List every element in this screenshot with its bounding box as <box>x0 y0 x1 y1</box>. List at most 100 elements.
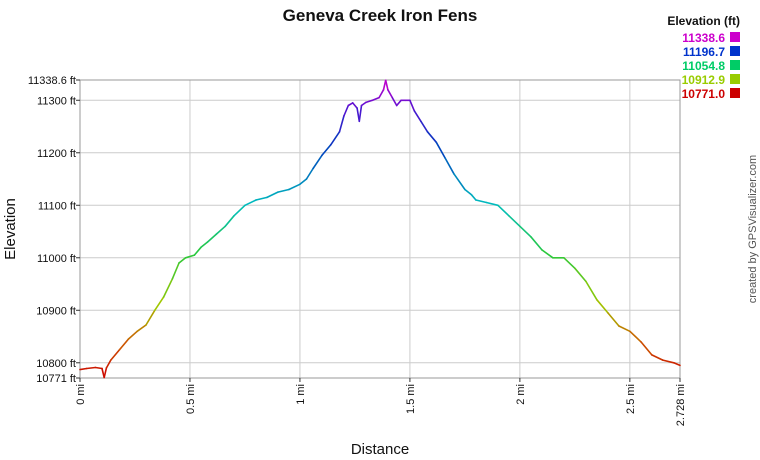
elevation-segment <box>312 154 323 170</box>
elevation-segment <box>413 110 422 123</box>
y-axis-label: Elevation <box>2 198 19 260</box>
legend-entry-label: 10912.9 <box>682 73 726 87</box>
elevation-segment <box>650 354 664 361</box>
x-tick-label: 0 mi <box>75 384 87 405</box>
elevation-segment <box>171 262 180 280</box>
elevation-segment <box>266 191 279 199</box>
x-tick-label: 2.728 mi <box>675 384 687 426</box>
elevation-series-line <box>79 79 681 379</box>
grid <box>79 79 681 379</box>
x-axis-ticks: 0 mi 0.5 mi 1 mi 1.5 mi 2 mi 2.5 mi 2.728 mi <box>75 378 687 426</box>
chart-title: Geneva Creek Iron Fens <box>283 6 478 25</box>
elevation-segment <box>178 256 187 264</box>
elevation-segment <box>661 359 675 364</box>
elevation-segment <box>378 89 385 99</box>
y-tick-label: 11100 ft <box>38 200 76 212</box>
elevation-segment <box>497 204 510 217</box>
y-tick-label: 11200 ft <box>37 148 76 160</box>
elevation-segment <box>305 167 314 180</box>
elevation-segment <box>94 366 103 370</box>
elevation-segment <box>384 79 389 91</box>
y-tick-label: 10800 ft <box>36 358 76 370</box>
elevation-segment <box>321 144 332 157</box>
x-tick-label: 2 mi <box>515 384 527 405</box>
elevation-segment <box>299 178 308 186</box>
elevation-segment <box>470 194 477 201</box>
elevation-segment <box>409 99 416 112</box>
elevation-segment <box>136 324 147 333</box>
legend-swatch <box>730 74 740 84</box>
elevation-segment <box>420 120 429 133</box>
elevation-segment <box>255 196 268 201</box>
elevation-segment <box>288 183 301 191</box>
legend-swatch <box>730 46 740 56</box>
elevation-segment <box>358 104 363 123</box>
y-tick-label: 11338.6 ft <box>28 75 76 87</box>
y-tick-label: 11300 ft <box>37 95 76 107</box>
elevation-segment <box>215 225 226 235</box>
elevation-segment <box>224 215 235 228</box>
elevation-segment <box>371 96 380 102</box>
legend-title: Elevation (ft) <box>667 14 740 28</box>
elevation-segment <box>574 267 587 283</box>
elevation-segment <box>395 99 402 107</box>
elevation-segment <box>200 241 209 249</box>
elevation-segment <box>387 89 394 99</box>
x-tick-label: 1 mi <box>295 384 307 405</box>
elevation-segment <box>162 277 174 298</box>
elevation-segment <box>618 325 631 333</box>
elevation-segment <box>193 246 202 256</box>
elevation-segment <box>464 188 473 196</box>
y-axis-ticks: 10771 ft 10800 ft 10900 ft 11000 ft 11100 ft… <box>28 75 80 385</box>
elevation-segment <box>426 131 438 144</box>
elevation-segment <box>541 249 554 259</box>
elevation-segment <box>105 359 112 369</box>
elevation-segment <box>640 340 653 356</box>
legend-entry-label: 11054.8 <box>682 59 725 73</box>
elevation-segment <box>508 215 521 228</box>
elevation-segment <box>629 330 642 343</box>
elevation-segment <box>672 361 681 367</box>
credit-text: created by GPSVisualizer.com <box>747 155 759 303</box>
elevation-segment <box>360 101 367 107</box>
elevation-segment <box>351 102 358 109</box>
elevation-segment <box>435 141 446 159</box>
elevation-segment <box>110 348 121 361</box>
legend-swatch <box>730 88 740 98</box>
elevation-segment <box>244 199 257 207</box>
x-tick-label: 2.5 mi <box>625 384 637 414</box>
elevation-segment <box>233 204 246 217</box>
elevation-segment <box>391 96 398 107</box>
elevation-segment <box>118 338 130 351</box>
elevation-segment <box>607 312 620 327</box>
elevation-segment <box>365 99 374 104</box>
legend-entry-label: 11338.6 <box>682 31 725 45</box>
elevation-segment <box>519 225 532 238</box>
elevation-segment <box>585 280 598 301</box>
elevation-segment <box>444 157 455 175</box>
legend-entry-label: 10771.0 <box>682 87 726 101</box>
legend: Elevation (ft) 11338.611196.711054.81091… <box>667 14 740 101</box>
y-tick-label: 10771 ft <box>36 373 76 385</box>
elevation-segment <box>486 201 499 207</box>
x-axis-label: Distance <box>351 441 409 458</box>
elevation-segment <box>103 367 108 379</box>
elevation-segment <box>145 309 156 326</box>
elevation-segment <box>127 330 138 340</box>
legend-entry-label: 11196.7 <box>683 45 725 59</box>
elevation-segment <box>347 102 354 107</box>
plot-area <box>79 79 681 379</box>
elevation-segment <box>338 115 345 133</box>
elevation-segment <box>475 199 488 204</box>
legend-swatch <box>730 32 740 42</box>
elevation-segment <box>79 367 88 371</box>
elevation-segment <box>206 233 218 243</box>
elevation-segment <box>563 256 576 270</box>
elevation-segment <box>329 131 341 146</box>
y-tick-label: 10900 ft <box>36 305 76 317</box>
elevation-segment <box>343 104 350 117</box>
elevation-segment <box>453 173 466 191</box>
elevation-segment <box>154 296 165 312</box>
